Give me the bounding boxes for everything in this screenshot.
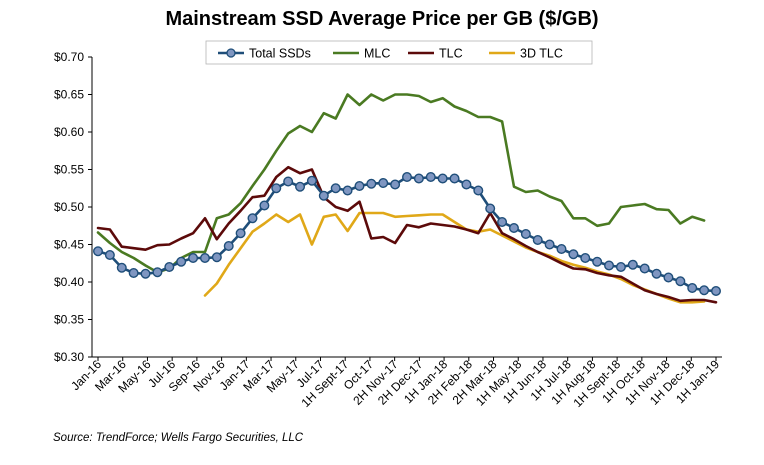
data-point-total-ssds — [485, 203, 496, 214]
y-tick-label: $0.65 — [54, 88, 84, 102]
y-tick-label: $0.70 — [54, 50, 84, 64]
y-tick-label: $0.55 — [54, 163, 84, 177]
chart-title: Mainstream SSD Average Price per GB ($/G… — [165, 8, 599, 30]
data-point-total-ssds — [152, 267, 163, 278]
data-point-total-ssds — [318, 190, 329, 201]
data-point-total-ssds — [92, 246, 103, 257]
data-point-total-ssds — [580, 252, 591, 263]
data-point-total-ssds — [437, 173, 448, 184]
x-axis-ticks: Jan-16Mar-16May-16Jul-16Sep-16Nov-16Jan-… — [68, 357, 722, 410]
data-point-total-ssds — [711, 286, 722, 297]
data-point-total-ssds — [330, 183, 341, 194]
data-point-total-ssds — [223, 240, 234, 251]
data-point-total-ssds — [461, 179, 472, 190]
data-point-total-ssds — [295, 181, 306, 192]
data-point-total-ssds — [639, 263, 650, 274]
data-point-total-ssds — [615, 262, 626, 273]
data-point-total-ssds — [425, 171, 436, 182]
data-point-total-ssds — [402, 171, 413, 182]
data-point-total-ssds — [378, 177, 389, 188]
data-point-total-ssds — [544, 239, 555, 250]
data-point-total-ssds — [520, 228, 531, 239]
data-point-total-ssds — [604, 260, 615, 271]
data-point-total-ssds — [164, 262, 175, 273]
legend-box — [205, 40, 593, 65]
data-point-total-ssds — [651, 268, 662, 279]
data-point-total-ssds — [497, 216, 508, 227]
data-point-total-ssds — [532, 234, 543, 245]
data-point-total-ssds — [199, 252, 210, 263]
legend-label-3d-tlc: 3D TLC — [520, 47, 563, 61]
series-line-mlc — [96, 93, 706, 274]
data-point-total-ssds — [342, 185, 353, 196]
legend-marker-total-ssds — [226, 48, 236, 58]
data-point-total-ssds — [627, 259, 638, 270]
y-tick-label: $0.40 — [54, 275, 84, 289]
data-point-total-ssds — [271, 183, 282, 194]
data-point-total-ssds — [235, 228, 246, 239]
data-point-total-ssds — [188, 252, 199, 263]
data-point-total-ssds — [592, 256, 603, 267]
data-point-total-ssds — [675, 276, 686, 287]
data-point-total-ssds — [354, 180, 365, 191]
data-point-total-ssds — [449, 173, 460, 184]
data-point-total-ssds — [473, 185, 484, 196]
y-tick-label: $0.60 — [54, 125, 84, 139]
series-line-3d-tlc — [203, 211, 706, 304]
y-tick-label: $0.45 — [54, 238, 84, 252]
data-point-total-ssds — [366, 178, 377, 189]
data-point-total-ssds — [283, 176, 294, 187]
data-point-total-ssds — [699, 285, 710, 296]
data-point-total-ssds — [116, 262, 127, 273]
data-point-total-ssds — [508, 222, 519, 233]
y-tick-label: $0.35 — [54, 313, 84, 327]
data-point-total-ssds — [556, 243, 567, 254]
data-point-total-ssds — [259, 200, 270, 211]
y-tick-label: $0.30 — [54, 350, 84, 364]
series-layer — [92, 93, 722, 304]
data-point-total-ssds — [390, 179, 401, 190]
data-point-total-ssds — [663, 272, 674, 283]
legend-label-mlc: MLC — [364, 47, 390, 61]
data-point-total-ssds — [176, 256, 187, 267]
legend-label-tlc: TLC — [439, 47, 463, 61]
data-point-total-ssds — [140, 268, 151, 279]
data-point-total-ssds — [247, 213, 258, 224]
chart-legend: Total SSDs MLC TLC 3D TLC — [205, 40, 593, 65]
data-point-total-ssds — [306, 175, 317, 186]
data-point-total-ssds — [568, 249, 579, 260]
chart-source-note: Source: TrendForce; Wells Fargo Securiti… — [53, 432, 304, 444]
y-tick-label: $0.50 — [54, 200, 84, 214]
data-point-total-ssds — [211, 252, 222, 263]
data-point-total-ssds — [104, 249, 115, 260]
legend-label-total-ssds: Total SSDs — [249, 47, 311, 61]
data-point-total-ssds — [128, 268, 139, 279]
data-point-total-ssds — [413, 173, 424, 184]
data-point-total-ssds — [687, 283, 698, 294]
series-line-tlc — [96, 165, 718, 304]
y-axis-ticks: $0.30 $0.35 $0.40 $0.45 $0.50 $0.55 $0.60 $0.65… — [54, 50, 92, 364]
